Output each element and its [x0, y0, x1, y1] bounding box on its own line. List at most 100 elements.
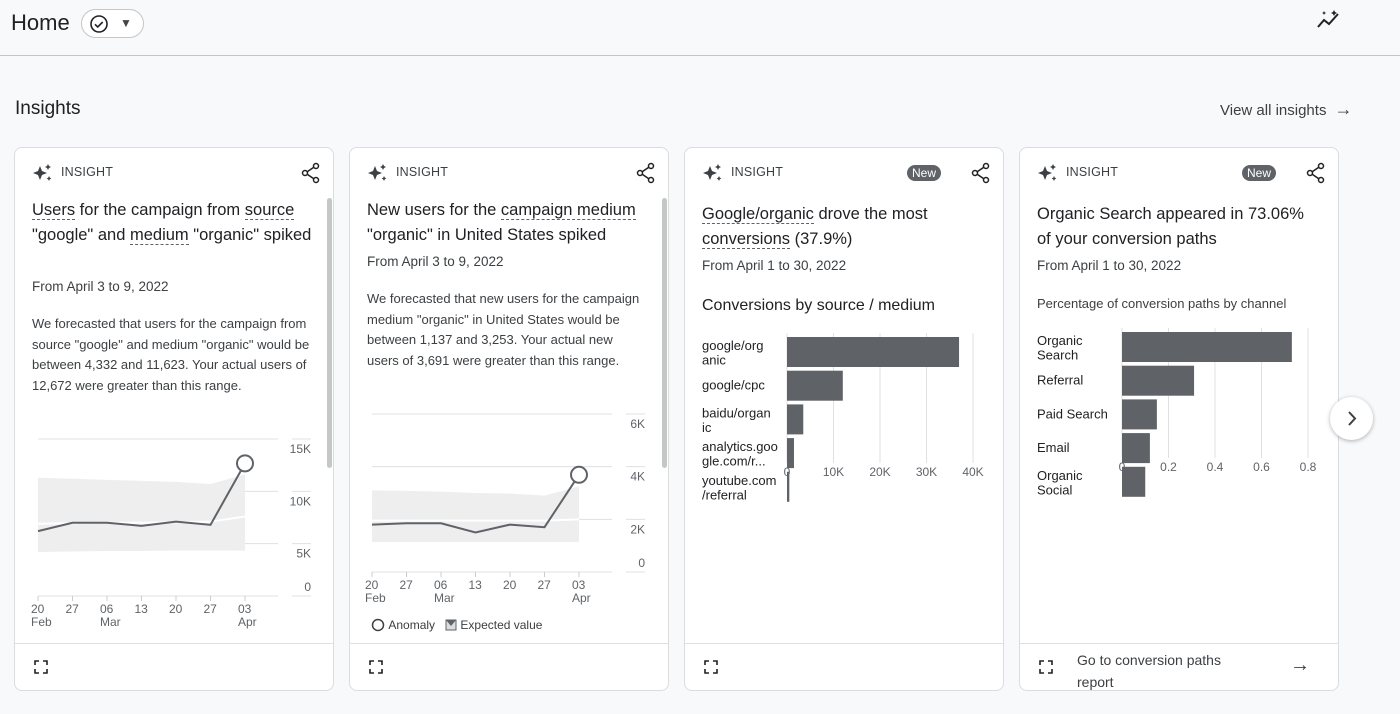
category-label: ic — [702, 420, 712, 435]
page-title: Home — [11, 10, 70, 35]
expected-range-band — [372, 486, 579, 543]
insight-card[interactable]: INSIGHT Users for the campaign from sourc… — [14, 147, 334, 691]
home-status-dropdown[interactable]: ▼ — [81, 9, 144, 38]
category-label: baidu/organ — [702, 405, 771, 420]
x-tick-label: 40K — [962, 465, 983, 479]
sparkle-icon — [368, 164, 387, 181]
share-icon[interactable] — [636, 162, 656, 184]
insight-card[interactable]: INSIGHT New users for the campaign medium… — [349, 147, 669, 691]
y-tick-label: 15K — [290, 442, 311, 456]
bar[interactable] — [787, 404, 804, 435]
dimension-term[interactable]: source — [244, 201, 295, 220]
title-text: drove the most — [813, 205, 928, 223]
anomaly-point[interactable] — [236, 454, 254, 473]
x-tick-month: Apr — [572, 591, 591, 605]
legend-expected: Expected value — [460, 617, 543, 632]
category-label: Referral — [1037, 373, 1083, 388]
bar[interactable] — [787, 438, 794, 469]
x-tick-label: 13 — [469, 578, 483, 592]
x-tick-label: 03 — [572, 578, 586, 592]
bar[interactable] — [787, 370, 843, 401]
dimension-term[interactable]: conversions — [702, 230, 791, 249]
bar[interactable] — [1122, 433, 1150, 464]
bar[interactable] — [787, 337, 960, 367]
x-tick-month: Feb — [365, 591, 386, 605]
x-tick-label: 0.6 — [1253, 460, 1270, 474]
insight-label: INSIGHT — [396, 165, 449, 179]
caret-down-icon: ▼ — [120, 16, 132, 30]
new-badge: New — [1241, 165, 1276, 181]
arrow-right-icon[interactable]: → — [1290, 654, 1310, 676]
view-all-insights-link[interactable]: View all insights → — [1220, 99, 1352, 120]
bar[interactable] — [1122, 466, 1146, 497]
view-all-label: View all insights — [1220, 102, 1327, 119]
insight-label: INSIGHT — [731, 165, 784, 179]
expand-icon[interactable] — [34, 660, 48, 674]
x-tick-month: Feb — [31, 615, 52, 629]
expand-icon[interactable] — [704, 660, 718, 674]
arrow-right-icon: → — [1334, 99, 1353, 119]
y-tick-label: 0 — [638, 556, 645, 570]
card-footer — [350, 643, 668, 690]
insight-title: Organic Search appeared in 73.06% of you… — [1037, 202, 1317, 252]
next-cards-button[interactable] — [1330, 397, 1373, 440]
chart-legend: Anomaly Expected value — [371, 617, 542, 632]
expected-range-band — [38, 474, 245, 553]
date-range: From April 1 to 30, 2022 — [1037, 258, 1182, 273]
category-label: anic — [702, 353, 726, 368]
expand-icon[interactable] — [369, 660, 383, 674]
insight-label: INSIGHT — [61, 165, 114, 179]
title-text: for the campaign from — [75, 201, 245, 219]
x-tick-label: 0.8 — [1300, 460, 1317, 474]
insight-card[interactable]: INSIGHT New Organic Search appeared in 73.… — [1019, 147, 1339, 691]
y-tick-label: 0 — [304, 580, 311, 594]
dimension-term[interactable]: Users — [32, 201, 76, 220]
bar[interactable] — [1122, 365, 1195, 396]
category-label: Organic — [1037, 468, 1083, 483]
card-footer — [15, 643, 333, 690]
actual-value-line — [37, 462, 246, 533]
share-icon[interactable] — [301, 162, 321, 184]
card-footer — [685, 643, 1003, 690]
category-label: youtube.com — [702, 473, 776, 488]
y-tick-label: 2K — [630, 522, 645, 536]
category-label: analytics.goo — [702, 439, 778, 454]
actual-value-line — [371, 474, 580, 534]
page-header: Home ▼ — [0, 0, 1400, 56]
dimension-term[interactable]: medium — [129, 226, 189, 245]
insights-sparkline-icon[interactable] — [1316, 9, 1342, 31]
bar[interactable] — [1122, 332, 1292, 362]
category-label: Email — [1037, 440, 1070, 455]
category-label: Search — [1037, 348, 1078, 363]
category-label: google/cpc — [702, 378, 765, 393]
x-tick-month: Mar — [100, 615, 121, 629]
share-icon[interactable] — [971, 162, 991, 184]
x-tick-label: 0.4 — [1207, 460, 1224, 474]
title-text: Organic Search appeared in 73.06% of you… — [1037, 205, 1304, 248]
conversion-paths-link[interactable]: Go to conversion paths report — [1077, 652, 1221, 690]
card-footer: Go to conversion paths report → — [1020, 643, 1338, 690]
category-label: Paid Search — [1037, 406, 1108, 421]
sparkle-icon — [33, 164, 52, 181]
x-tick-label: 27 — [538, 578, 552, 592]
anomaly-point[interactable] — [570, 465, 588, 484]
expand-icon[interactable] — [1039, 660, 1053, 674]
title-text: (37.9%) — [790, 230, 853, 248]
dimension-term[interactable]: campaign medium — [500, 201, 636, 220]
scrollbar[interactable] — [327, 198, 332, 468]
y-tick-label: 5K — [296, 547, 311, 561]
bar[interactable] — [1122, 399, 1157, 430]
x-tick-month: Mar — [434, 591, 455, 605]
date-range: From April 3 to 9, 2022 — [32, 279, 169, 294]
scrollbar[interactable] — [662, 198, 667, 468]
bar[interactable] — [787, 471, 790, 502]
insight-card[interactable]: INSIGHT New Google/organic drove the most … — [684, 147, 1004, 691]
insights-heading: Insights — [15, 98, 81, 119]
anomaly-circle-icon — [371, 618, 385, 632]
x-tick-label: 20 — [169, 602, 183, 616]
share-icon[interactable] — [1306, 162, 1326, 184]
dimension-term[interactable]: Google/organic — [702, 205, 814, 224]
x-tick-label: 20 — [31, 602, 45, 616]
